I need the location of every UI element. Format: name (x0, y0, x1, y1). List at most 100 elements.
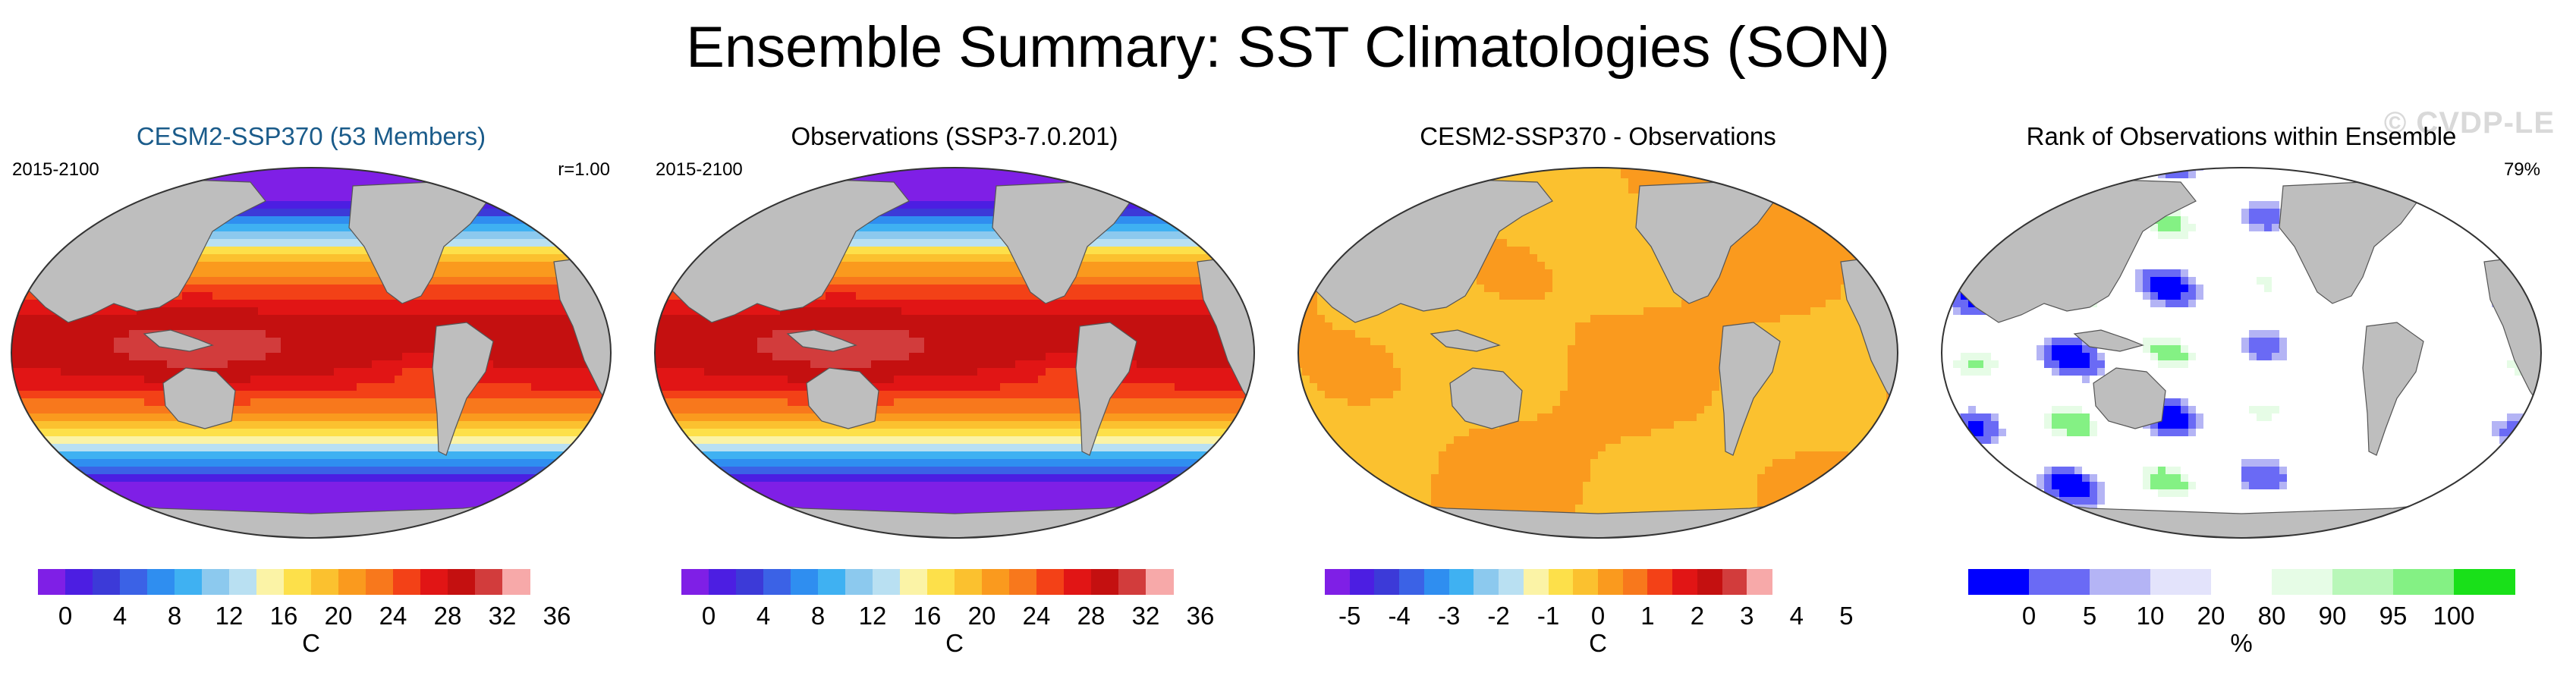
grid-cell (425, 436, 433, 445)
grid-cell (258, 489, 266, 498)
grid-cell (61, 520, 69, 528)
grid-cell (501, 512, 509, 520)
grid-cell (30, 474, 39, 483)
grid-cell (38, 360, 46, 369)
grid-cell (38, 467, 46, 475)
grid-cell (46, 353, 54, 361)
grid-cell (402, 436, 410, 445)
grid-cell (395, 345, 403, 354)
grid-cell (410, 383, 418, 391)
grid-cell (152, 527, 160, 536)
grid-cell (61, 527, 69, 536)
grid-cell (266, 300, 274, 308)
grid-cell (341, 474, 350, 483)
grid-cell (501, 254, 509, 263)
grid-cell (1129, 178, 1137, 187)
grid-cell (334, 345, 342, 354)
grid-cell (387, 474, 395, 483)
grid-cell (486, 376, 494, 384)
grid-cell (159, 497, 168, 505)
grid-cell (531, 254, 539, 263)
grid-cell (1159, 171, 1168, 179)
grid-cell (501, 353, 509, 361)
grid-cell (197, 168, 206, 171)
grid-cell (235, 224, 244, 232)
grid-cell (1114, 216, 1122, 225)
grid-cell (395, 178, 403, 187)
grid-cell (296, 171, 304, 179)
grid-cell (68, 527, 77, 536)
grid-cell (712, 201, 720, 209)
grid-cell (417, 482, 426, 490)
grid-cell (432, 451, 441, 460)
grid-cell (592, 262, 600, 270)
grid-cell (516, 269, 524, 278)
grid-cell (23, 398, 31, 407)
grid-cell (220, 429, 228, 437)
grid-cell (243, 239, 251, 247)
grid-cell (501, 239, 509, 247)
grid-cell (508, 216, 517, 225)
grid-cell (357, 436, 365, 445)
grid-cell (372, 285, 380, 293)
grid-cell (175, 474, 183, 483)
grid-cell (15, 459, 24, 467)
grid-cell (493, 429, 502, 437)
grid-cell (304, 209, 312, 217)
grid-cell (250, 376, 259, 384)
grid-cell (417, 168, 426, 171)
grid-cell (46, 444, 54, 452)
grid-cell (1015, 168, 1024, 171)
grid-cell (76, 451, 84, 460)
grid-cell (144, 171, 153, 179)
grid-cell (91, 505, 99, 513)
grid-cell (501, 338, 509, 346)
grid-cell (114, 459, 122, 467)
grid-cell (1220, 239, 1228, 247)
grid-cell (524, 292, 532, 300)
grid-cell (152, 307, 160, 316)
grid-cell (175, 300, 183, 308)
grid-cell (425, 421, 433, 429)
grid-cell (364, 391, 373, 399)
grid-cell (273, 239, 282, 247)
grid-cell (379, 307, 388, 316)
grid-cell (235, 307, 244, 316)
grid-cell (402, 178, 410, 187)
grid-cell (501, 406, 509, 414)
grid-cell (395, 338, 403, 346)
grid-cell (334, 285, 342, 293)
grid-cell (962, 209, 970, 217)
grid-cell (1243, 201, 1251, 209)
grid-cell (508, 171, 517, 179)
grid-cell (137, 459, 145, 467)
grid-cell (129, 444, 137, 452)
grid-cell (561, 520, 570, 528)
grid-cell (273, 322, 282, 331)
grid-cell (470, 429, 479, 437)
grid-cell (326, 467, 335, 475)
grid-cell (395, 459, 403, 467)
grid-cell (349, 171, 357, 179)
grid-cell (1084, 247, 1092, 255)
grid-cell (501, 527, 509, 536)
grid-cell (273, 368, 282, 376)
grid-cell (106, 512, 115, 520)
grid-cell (11, 459, 16, 467)
grid-cell (516, 338, 524, 346)
grid-cell (1023, 168, 1031, 171)
grid-cell (121, 413, 130, 422)
grid-cell (425, 168, 433, 171)
grid-cell (727, 209, 735, 217)
grid-cell (23, 451, 31, 460)
grid-cell (11, 269, 16, 278)
grid-cell (319, 262, 327, 270)
grid-cell (144, 474, 153, 483)
grid-cell (863, 168, 872, 171)
grid-cell (674, 193, 682, 202)
grid-cell (524, 193, 532, 202)
grid-cell (106, 186, 115, 194)
period-label: 2015-2100 (656, 159, 743, 180)
grid-cell (704, 178, 712, 187)
grid-cell (372, 345, 380, 354)
